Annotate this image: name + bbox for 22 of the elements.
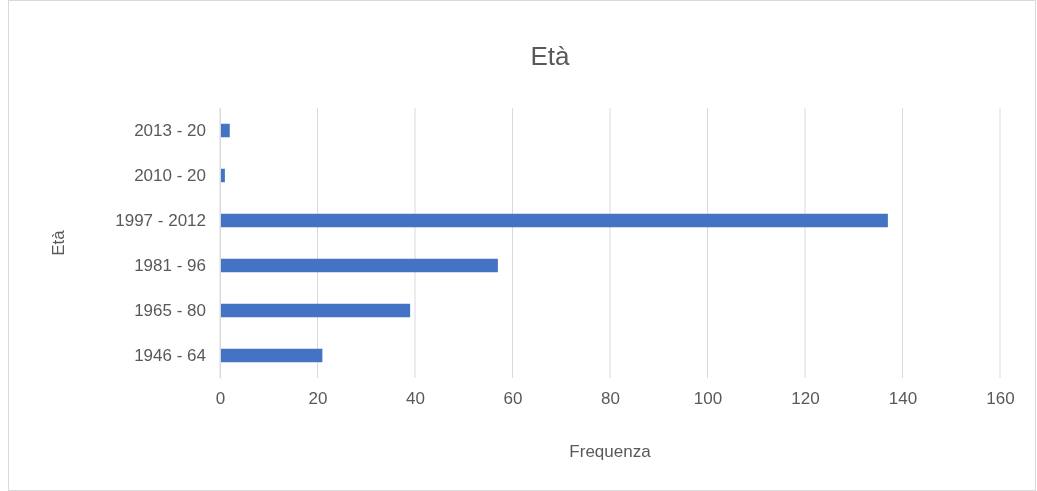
x-tick-label: 40 xyxy=(406,389,425,409)
y-tick-label: 1946 - 64 xyxy=(134,345,206,365)
y-tick-label: 2010 - 20 xyxy=(134,165,206,185)
y-axis-title: Età xyxy=(49,229,68,256)
bar xyxy=(220,258,498,273)
y-tick-label: 1981 - 96 xyxy=(134,255,206,275)
x-tick-label: 100 xyxy=(693,389,723,409)
x-axis-title: Frequenza xyxy=(569,442,652,461)
x-tick-label: 20 xyxy=(308,389,328,409)
bar xyxy=(220,348,323,363)
bar xyxy=(220,213,888,228)
x-tick-label: 160 xyxy=(986,389,1015,409)
y-tick-label: 1997 - 2012 xyxy=(115,210,206,230)
x-tick-label: 80 xyxy=(601,389,620,409)
x-tick-label: 0 xyxy=(215,389,226,409)
x-tick-label: 140 xyxy=(888,389,918,409)
chart-title: Età xyxy=(530,41,571,71)
x-tick-label: 120 xyxy=(791,389,820,409)
y-tick-label: 2013 - 20 xyxy=(134,120,206,140)
y-tick-label: 1965 - 80 xyxy=(134,300,206,320)
bar xyxy=(220,303,411,318)
x-tick-label: 60 xyxy=(503,389,523,409)
